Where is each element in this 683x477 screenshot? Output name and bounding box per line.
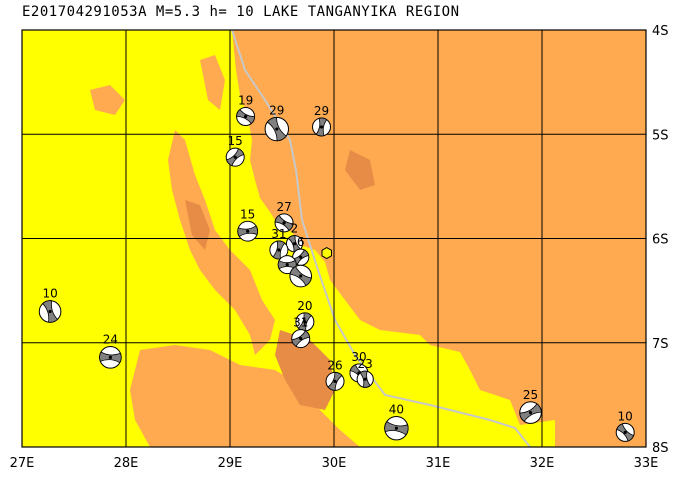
beachball-center bbox=[285, 262, 289, 267]
highland-southwest bbox=[130, 345, 360, 447]
mechanism-depth-label: 26 bbox=[327, 358, 342, 372]
beachball-center bbox=[108, 355, 112, 359]
mechanism-depth-label: 2 bbox=[291, 222, 299, 236]
national-border bbox=[231, 29, 531, 448]
beachball-center bbox=[48, 309, 52, 314]
mechanism-depth-label: 23 bbox=[358, 357, 373, 371]
lon-tick-label: 33E bbox=[634, 456, 659, 471]
epicenter-marker bbox=[321, 247, 332, 260]
beachball: 6 bbox=[292, 235, 310, 266]
beachball-center bbox=[333, 379, 337, 383]
lat-tick-label: 5S bbox=[652, 128, 669, 143]
highland-northwest bbox=[200, 55, 225, 110]
mechanism-depth-label: 15 bbox=[228, 134, 243, 148]
beachball: 10 bbox=[615, 409, 635, 442]
beachball: 19 bbox=[236, 94, 256, 127]
mechanism-depth-label: 20 bbox=[297, 299, 312, 313]
lon-tick-label: 32E bbox=[530, 456, 555, 471]
beachball: 23 bbox=[356, 357, 374, 388]
beachball-center bbox=[299, 274, 303, 278]
beachball-center bbox=[299, 336, 303, 341]
lon-tick-label: 27E bbox=[10, 456, 35, 471]
beachball: 25 bbox=[519, 388, 542, 424]
highland-north bbox=[90, 85, 125, 115]
beachball: 31 bbox=[291, 316, 311, 349]
peak-area-1 bbox=[275, 330, 335, 410]
mechanism-depth-label: 24 bbox=[103, 333, 118, 347]
lat-tick-label: 4S bbox=[652, 24, 669, 39]
mechanism-depth-label: 6 bbox=[297, 235, 305, 249]
beachball-center bbox=[394, 426, 398, 430]
highland-west-ridge bbox=[168, 130, 275, 355]
lon-tick-label: 29E bbox=[218, 456, 243, 471]
beachball-center bbox=[528, 410, 533, 415]
map-frame bbox=[21, 29, 647, 448]
mechanism-depth-label: 19 bbox=[238, 94, 253, 108]
beachball bbox=[277, 255, 297, 275]
beachball-center bbox=[363, 377, 367, 381]
lat-tick-label: 7S bbox=[652, 337, 669, 352]
mechanism-depth-label: 15 bbox=[240, 207, 255, 221]
mechanism-depth-label: 29 bbox=[314, 104, 329, 118]
peak-area-3 bbox=[345, 150, 375, 190]
beachball-center bbox=[303, 320, 307, 324]
beachball-center bbox=[319, 125, 324, 129]
beachball: 26 bbox=[325, 358, 345, 391]
mechanism-depth-label: 27 bbox=[276, 200, 291, 214]
beachball: 31 bbox=[269, 227, 289, 260]
beachball-center bbox=[292, 242, 297, 246]
beachball-center bbox=[299, 255, 303, 259]
lon-tick-label: 31E bbox=[426, 456, 451, 471]
mechanism-depth-label: 29 bbox=[269, 103, 284, 117]
mechanism-depth-label: 31 bbox=[293, 316, 308, 330]
lat-lon-grid bbox=[22, 30, 646, 447]
beachball: 29 bbox=[312, 104, 332, 137]
beachball: 15 bbox=[237, 207, 259, 242]
map-title: E201704291053A M=5.3 h= 10 LAKE TANGANYI… bbox=[22, 4, 460, 20]
axis-tick-labels: 27E 28E 29E 30E 31E 32E 33E 4S 5S 6S 7S 8S bbox=[10, 24, 669, 471]
mechanism-depth-label: 40 bbox=[389, 403, 404, 417]
beachball: 40 bbox=[384, 403, 409, 441]
mechanism-depth-label: 31 bbox=[271, 227, 286, 241]
beachball bbox=[289, 264, 313, 288]
beachball-center bbox=[275, 127, 279, 131]
beachball-center bbox=[233, 155, 237, 159]
beachball: 24 bbox=[99, 333, 122, 369]
beachball-center bbox=[277, 248, 281, 252]
mechanism-depth-label: 30 bbox=[351, 350, 366, 364]
beachball-center bbox=[282, 221, 286, 225]
beachball-center bbox=[244, 114, 248, 119]
beachball-center bbox=[246, 229, 250, 233]
beachball: 29 bbox=[264, 103, 289, 142]
mechanism-depth-label: 10 bbox=[618, 409, 633, 423]
peak-area-2 bbox=[185, 200, 210, 250]
mechanism-depth-label: 10 bbox=[42, 287, 57, 301]
beachball: 15 bbox=[225, 134, 245, 167]
mechanism-depth-label: 25 bbox=[523, 388, 538, 402]
beachball: 20 bbox=[295, 299, 315, 332]
lat-tick-label: 6S bbox=[652, 233, 669, 248]
lon-tick-label: 30E bbox=[322, 456, 347, 471]
lon-tick-label: 28E bbox=[114, 456, 139, 471]
beachball-center bbox=[623, 430, 627, 435]
lat-tick-label: 8S bbox=[652, 441, 669, 456]
beachball: 10 bbox=[38, 287, 62, 323]
beachball: 27 bbox=[274, 200, 294, 233]
